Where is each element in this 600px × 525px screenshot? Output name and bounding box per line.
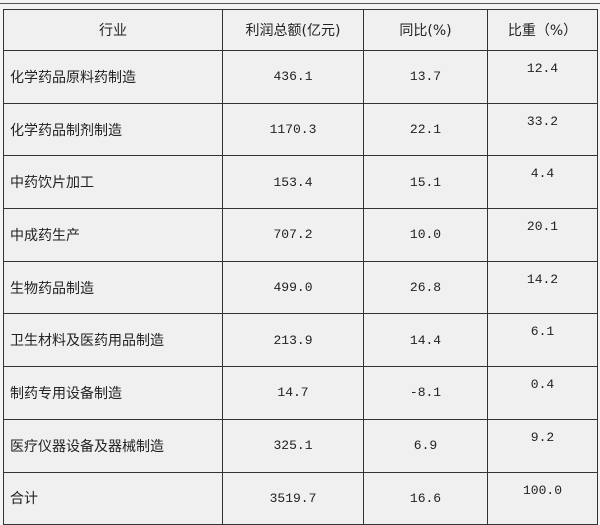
industry-cell: 化学药品制剂制造	[3, 102, 223, 157]
share-cell: 4.4	[487, 155, 598, 210]
share-cell: 9.2	[487, 418, 598, 473]
profit-cell: 325.1	[222, 418, 364, 473]
profit-table: 行业 利润总额(亿元) 同比(%) 比重（%） 化学药品原料药制造 436.1 13…	[3, 9, 598, 525]
table-row: 中药饮片加工 153.4 15.1 4.4	[3, 155, 598, 210]
industry-cell: 中成药生产	[3, 208, 223, 262]
profit-cell: 707.2	[222, 208, 364, 262]
yoy-cell: 26.8	[363, 260, 488, 315]
yoy-cell: -8.1	[363, 366, 488, 420]
profit-cell: 499.0	[222, 260, 364, 315]
yoy-cell: 16.6	[363, 471, 488, 525]
industry-cell: 生物药品制造	[3, 260, 223, 315]
table-row: 中成药生产 707.2 10.0 20.1	[3, 208, 598, 262]
industry-cell: 合计	[3, 471, 223, 525]
share-cell: 0.4	[487, 366, 598, 420]
industry-cell: 化学药品原料药制造	[3, 50, 223, 104]
table-row: 合计 3519.7 16.6 100.0	[3, 471, 598, 525]
header-yoy: 同比(%)	[363, 9, 488, 51]
header-row: 行业 利润总额(亿元) 同比(%) 比重（%）	[3, 9, 598, 51]
profit-cell: 1170.3	[222, 102, 364, 157]
share-cell: 20.1	[487, 208, 598, 262]
profit-cell: 14.7	[222, 366, 364, 420]
table-row: 卫生材料及医药用品制造 213.9 14.4 6.1	[3, 313, 598, 368]
table-row: 化学药品制剂制造 1170.3 22.1 33.2	[3, 102, 598, 157]
profit-cell: 436.1	[222, 50, 364, 104]
share-cell: 33.2	[487, 102, 598, 157]
yoy-cell: 22.1	[363, 102, 488, 157]
profit-cell: 153.4	[222, 155, 364, 210]
header-industry: 行业	[3, 9, 223, 51]
header-share: 比重（%）	[487, 9, 598, 51]
yoy-cell: 15.1	[363, 155, 488, 210]
top-divider	[0, 3, 600, 4]
table-row: 医疗仪器设备及器械制造 325.1 6.9 9.2	[3, 418, 598, 473]
yoy-cell: 14.4	[363, 313, 488, 368]
profit-cell: 213.9	[222, 313, 364, 368]
table-row: 化学药品原料药制造 436.1 13.7 12.4	[3, 50, 598, 104]
table-row: 生物药品制造 499.0 26.8 14.2	[3, 260, 598, 315]
profit-cell: 3519.7	[222, 471, 364, 525]
header-profit: 利润总额(亿元)	[222, 9, 364, 51]
table-row: 制药专用设备制造 14.7 -8.1 0.4	[3, 366, 598, 420]
yoy-cell: 6.9	[363, 418, 488, 473]
yoy-cell: 13.7	[363, 50, 488, 104]
share-cell: 6.1	[487, 313, 598, 368]
industry-cell: 中药饮片加工	[3, 155, 223, 210]
industry-cell: 医疗仪器设备及器械制造	[3, 418, 223, 473]
industry-cell: 卫生材料及医药用品制造	[3, 313, 223, 368]
industry-cell: 制药专用设备制造	[3, 366, 223, 420]
yoy-cell: 10.0	[363, 208, 488, 262]
share-cell: 100.0	[487, 471, 598, 525]
share-cell: 14.2	[487, 260, 598, 315]
share-cell: 12.4	[487, 50, 598, 104]
